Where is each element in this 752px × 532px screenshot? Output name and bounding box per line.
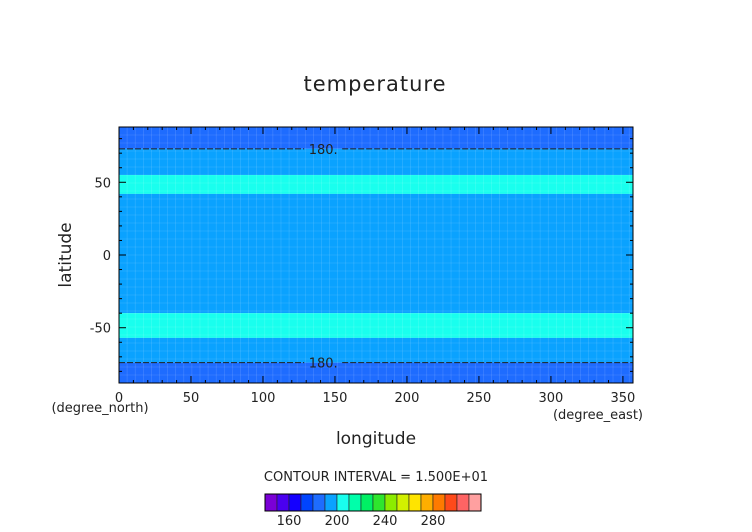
y-axis-label: latitude [56,222,76,287]
colorbar-tick-label: 200 [325,514,350,529]
colorbar-swatch [336,493,350,512]
chart-title: temperature [304,72,447,96]
colorbar-swatch [264,493,278,512]
contour-interval: CONTOUR INTERVAL = 1.500E+01 [264,470,488,485]
x-tick-label: 200 [395,391,420,406]
contour-band [119,148,633,175]
y-unit-label: (degree_north) [51,401,148,416]
colorbar-swatch [348,493,362,512]
colorbar-tick-label: 240 [373,514,398,529]
colorbar-swatch [456,493,470,512]
colorbar-tick-label: 160 [277,514,302,529]
contour-band [119,362,633,383]
x-unit-label: (degree_east) [553,408,643,423]
y-axis: -50 0 50 [90,138,633,372]
y-tick-label: 50 [94,176,111,191]
contour-band [119,127,633,149]
x-tick-label: 50 [183,391,200,406]
colorbar-swatch [384,493,398,512]
grid-lines [118,126,633,384]
colorbar-swatch [276,493,290,512]
x-tick-label: 100 [251,391,276,406]
contour-band [119,337,633,363]
x-tick-label: 250 [467,391,492,406]
colorbar-swatch [360,493,374,512]
contour-band [119,193,633,314]
contour-label: 180. [309,143,338,158]
colorbar-swatch [312,493,326,512]
colorbar-swatch [372,493,386,512]
x-tick-label: 150 [323,391,348,406]
colorbar-swatch [444,493,458,512]
colorbar-swatch [324,493,338,512]
y-tick-label: 0 [103,249,111,264]
contour-label: 180. [309,357,338,372]
colorbar-swatch [300,493,314,512]
colorbar-swatch [396,493,410,512]
plot-area: 180. 180. [118,126,634,384]
x-tick-label: 300 [539,391,564,406]
contour-band [119,175,633,194]
colorbar-swatch [468,493,482,512]
colorbar-swatch [408,493,422,512]
y-tick-label: -50 [90,322,111,337]
x-axis-label: longitude [336,429,416,449]
colorbar-frame [264,493,482,512]
contour-band [119,313,633,338]
x-tick-label: 0 [115,391,123,406]
colorbar: 160 200 240 280 [264,493,482,529]
x-axis: 0 50 100 150 200 250 300 350 [115,127,635,406]
colorbar-swatch [420,493,434,512]
colorbar-swatch [432,493,446,512]
colorbar-tick-label: 280 [421,514,446,529]
colorbar-swatch [288,493,302,512]
x-tick-label: 350 [611,391,636,406]
